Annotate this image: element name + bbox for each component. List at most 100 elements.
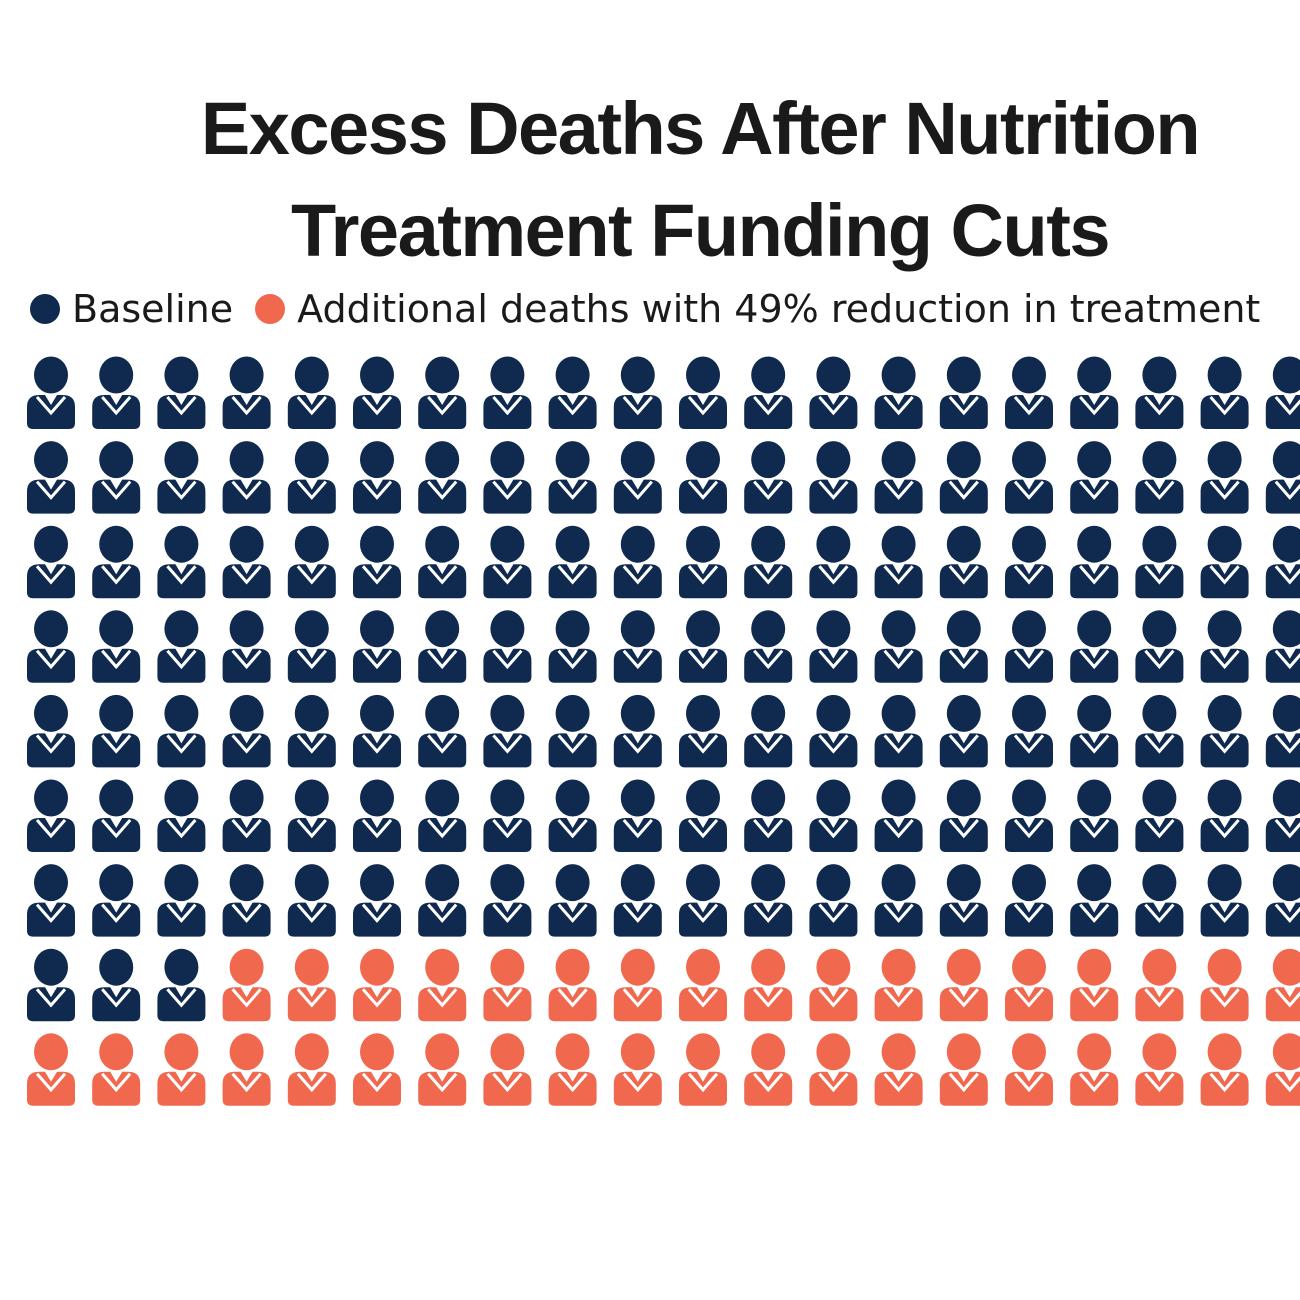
person-icon-baseline	[27, 694, 75, 768]
person-icon-baseline	[353, 864, 401, 937]
person-icon-baseline	[483, 779, 532, 852]
person-icon-baseline	[287, 864, 336, 937]
person-icon-baseline	[1070, 610, 1119, 683]
person-icon-baseline	[613, 779, 662, 852]
person-icon-baseline	[744, 441, 793, 514]
legend-label-additional: Additional deaths with 49% reduction in …	[297, 287, 1261, 331]
person-icon-additional	[27, 1033, 75, 1106]
person-icon-baseline	[157, 864, 206, 937]
person-icon-additional	[483, 1033, 532, 1106]
person-icon-baseline	[613, 525, 662, 599]
person-icon-baseline	[483, 356, 532, 429]
person-icon-additional	[809, 1033, 858, 1106]
person-icon-baseline	[222, 610, 271, 683]
person-icon-baseline	[1200, 610, 1249, 683]
person-icon-baseline	[1135, 610, 1184, 683]
person-icon-baseline	[939, 779, 988, 852]
person-icon-additional	[613, 1033, 662, 1106]
person-icon-baseline	[418, 525, 467, 599]
person-icon-baseline	[809, 779, 858, 852]
person-icon-baseline	[418, 864, 467, 937]
person-icon-baseline	[874, 441, 923, 514]
person-icon-baseline	[1200, 779, 1249, 852]
person-icon-baseline	[1200, 356, 1249, 429]
person-icon-baseline	[548, 525, 597, 599]
person-icon-baseline	[1070, 525, 1119, 599]
person-icon-baseline	[92, 779, 141, 852]
person-icon-baseline	[418, 779, 467, 852]
person-icon-baseline	[483, 610, 532, 683]
person-icon-baseline	[679, 525, 727, 599]
legend-item-additional: Additional deaths with 49% reduction in …	[255, 287, 1260, 331]
person-icon-baseline	[1005, 441, 1053, 514]
person-icon-baseline	[1265, 610, 1300, 683]
person-icon-baseline	[1005, 525, 1053, 599]
person-icon-baseline	[1005, 610, 1053, 683]
person-icon-baseline	[1070, 694, 1119, 768]
person-icon-baseline	[92, 694, 141, 768]
person-icon-baseline	[222, 864, 271, 937]
person-icon-baseline	[92, 525, 141, 599]
person-icon-baseline	[1265, 525, 1300, 599]
person-icon-baseline	[939, 525, 988, 599]
person-icon-additional	[1265, 948, 1300, 1022]
person-icon-baseline	[744, 525, 793, 599]
person-icon-baseline	[222, 694, 271, 768]
person-icon-baseline	[679, 864, 727, 937]
person-icon-baseline	[874, 694, 923, 768]
title-line-1: Excess Deaths After Nutrition	[200, 87, 1201, 170]
legend-label-baseline: Baseline	[72, 287, 234, 331]
person-icon-baseline	[679, 441, 727, 514]
person-icon-additional	[1005, 948, 1053, 1022]
person-icon-baseline	[353, 610, 401, 683]
person-icon-baseline	[27, 779, 75, 852]
person-icon-baseline	[939, 610, 988, 683]
person-icon-baseline	[1070, 864, 1119, 937]
person-icon-baseline	[287, 694, 336, 768]
person-icon-baseline	[1005, 694, 1053, 768]
person-icon-additional	[874, 948, 923, 1022]
person-icon-baseline	[353, 779, 401, 852]
person-icon-baseline	[874, 356, 923, 429]
person-icon-baseline	[809, 356, 858, 429]
person-icon-baseline	[1265, 779, 1300, 852]
person-icon-baseline	[744, 694, 793, 768]
person-icon-additional	[418, 948, 467, 1022]
person-icon-baseline	[874, 610, 923, 683]
person-icon-baseline	[27, 441, 75, 514]
person-icon-additional	[939, 948, 988, 1022]
legend: Baseline Additional deaths with 49% redu…	[30, 284, 1260, 334]
person-icon-baseline	[287, 441, 336, 514]
person-icon-additional	[1265, 1033, 1300, 1106]
person-icon-baseline	[548, 694, 597, 768]
person-icon-baseline	[1005, 779, 1053, 852]
person-icon-baseline	[744, 864, 793, 937]
person-icon-baseline	[418, 694, 467, 768]
person-icon-baseline	[679, 356, 727, 429]
person-icon-baseline	[222, 779, 271, 852]
person-icon-baseline	[809, 525, 858, 599]
person-icon-baseline	[548, 864, 597, 937]
person-icon-baseline	[483, 441, 532, 514]
person-icon-baseline	[222, 356, 271, 429]
person-icon-baseline	[418, 356, 467, 429]
person-icon-baseline	[613, 864, 662, 937]
person-icon-additional	[874, 1033, 923, 1106]
person-icon-additional	[353, 1033, 401, 1106]
person-icon-baseline	[679, 694, 727, 768]
pictogram-chart	[27, 356, 1300, 1106]
person-icon-baseline	[157, 441, 206, 514]
person-icon-baseline	[1200, 525, 1249, 599]
person-icon-baseline	[809, 694, 858, 768]
person-icon-additional	[287, 1033, 336, 1106]
person-icon-baseline	[27, 610, 75, 683]
person-icon-baseline	[548, 610, 597, 683]
person-icon-baseline	[483, 525, 532, 599]
person-icon-baseline	[287, 610, 336, 683]
person-icon-baseline	[1265, 356, 1300, 429]
person-icon-additional	[1070, 1033, 1119, 1106]
person-icon-baseline	[613, 441, 662, 514]
person-icon-baseline	[157, 356, 206, 429]
person-icon-additional	[1200, 948, 1249, 1022]
legend-item-baseline: Baseline	[30, 287, 233, 331]
